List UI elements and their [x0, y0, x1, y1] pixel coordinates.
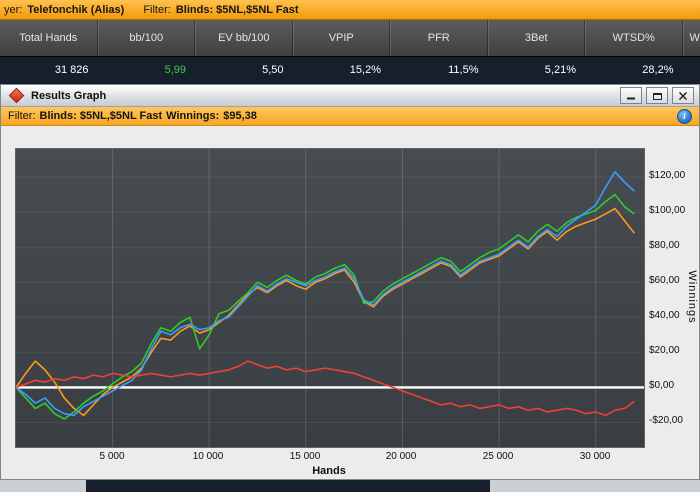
close-button[interactable]	[672, 87, 694, 104]
y-axis-tick-label: $20,00	[649, 345, 680, 356]
y-axis-tick-label: $120,00	[649, 170, 686, 181]
y-axis-tick-label: -$20,00	[649, 415, 683, 426]
stats-column-value: 5,50	[262, 64, 284, 76]
stats-column-value	[683, 57, 700, 84]
stats-column-header-w[interactable]: W	[682, 20, 700, 56]
stats-header-row: Total Hands bb/100 EV bb/100 VPIP PFR 3Bet WTS…	[0, 20, 700, 56]
restore-icon	[652, 92, 662, 100]
x-axis-labels: 5 000 10 000 15 000 20 000 25 000 30 000	[15, 451, 643, 464]
winnings-plot	[15, 148, 645, 448]
stats-column-header-3bet[interactable]: 3Bet	[487, 20, 585, 56]
y-axis-labels: $120,00 $100,00 $80,00 $60,00 $40,00 $20,00 $0…	[649, 148, 697, 446]
filter-label: Filter:	[8, 110, 36, 122]
series-line-blue	[16, 170, 635, 417]
y-axis-tick-label: $40,00	[649, 310, 680, 321]
background-app-panel	[86, 480, 490, 492]
x-axis-tick-label: 10 000	[192, 451, 224, 462]
app-diamond-icon	[8, 87, 25, 104]
y-axis-tick-label: $0,00	[649, 380, 675, 391]
winnings-chart-svg	[16, 149, 644, 447]
stats-column-value: 15,2%	[349, 64, 381, 76]
player-label: yer:	[4, 4, 23, 16]
y-axis-tick-label: $60,00	[649, 275, 680, 286]
minimize-icon	[627, 92, 635, 100]
series-line-red	[16, 360, 635, 417]
window-title: Results Graph	[31, 89, 107, 102]
stats-column-value: 11,5%	[448, 64, 479, 76]
stats-column-value: 28,2%	[642, 64, 674, 76]
y-axis-title: Winnings	[686, 270, 698, 324]
player-filter-bar: yer: Telefonchik (Alias) Filter: Blinds: $5…	[0, 0, 700, 20]
stats-column-header-bb-100[interactable]: bb/100	[97, 20, 195, 56]
info-icon[interactable]: i	[677, 108, 692, 124]
filter-blinds-value[interactable]: Blinds: $5NL,$5NL Fast	[39, 110, 163, 122]
restore-button[interactable]	[646, 87, 668, 104]
series-line-orange	[16, 207, 635, 417]
stats-column-value: 31 826	[54, 64, 89, 76]
filter-winnings-label: Winnings:	[166, 110, 220, 122]
stats-column-header-ev-bb-100[interactable]: EV bb/100	[195, 20, 293, 56]
stats-column-header-pfr[interactable]: PFR	[390, 20, 488, 56]
x-axis-tick-label: 5 000	[99, 451, 125, 462]
topbar-filter-value[interactable]: Blinds: $5NL,$5NL Fast	[175, 4, 299, 16]
y-axis-tick-label: $80,00	[649, 240, 680, 251]
stats-column-header-wtsd-[interactable]: WTSD%	[585, 20, 683, 56]
series-line-green	[16, 193, 635, 420]
stats-values-row: 31 826 5,99 5,50 15,2% 11,5% 5,21% 28,2%	[0, 56, 700, 84]
x-axis-tick-label: 15 000	[289, 451, 321, 462]
stats-column-header-total-hands[interactable]: Total Hands	[0, 20, 98, 56]
y-axis-tick-label: $100,00	[649, 205, 686, 216]
chart-area: $120,00 $100,00 $80,00 $60,00 $40,00 $20,00 $0…	[1, 126, 699, 479]
x-axis-tick-label: 25 000	[482, 451, 514, 462]
background-app-strip	[0, 480, 700, 492]
stats-column-value: 5,99	[164, 64, 186, 76]
topbar-filter-label: Filter:	[143, 4, 171, 16]
graph-filter-bar: Filter: Blinds: $5NL,$5NL Fast Winnings:…	[1, 107, 699, 126]
x-axis-tick-label: 20 000	[385, 451, 417, 462]
filter-winnings-value: $95,38	[223, 110, 257, 122]
info-icon-glyph: i	[683, 111, 686, 121]
x-axis-tick-label: 30 000	[579, 451, 611, 462]
minimize-button[interactable]	[620, 87, 642, 104]
close-icon	[679, 91, 687, 100]
x-axis-title: Hands	[312, 465, 346, 477]
stats-column-value: 5,21%	[544, 64, 576, 76]
player-name: Telefonchik (Alias)	[27, 4, 125, 16]
results-graph-window: Results Graph Filter: Blinds: $5NL,$5NL …	[0, 84, 700, 480]
window-titlebar[interactable]: Results Graph	[1, 85, 699, 107]
stats-column-header-vpip[interactable]: VPIP	[292, 20, 390, 56]
